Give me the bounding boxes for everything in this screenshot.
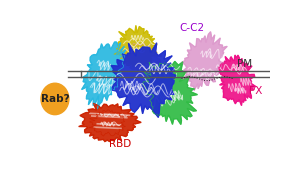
Polygon shape [114, 26, 157, 71]
Text: PX: PX [249, 86, 263, 96]
Polygon shape [79, 103, 141, 141]
Text: C-C2: C-C2 [179, 23, 205, 33]
Polygon shape [219, 55, 256, 106]
Text: Rab?: Rab? [40, 94, 69, 104]
Text: RBD: RBD [109, 139, 131, 149]
Polygon shape [111, 43, 176, 117]
Polygon shape [143, 61, 197, 124]
Polygon shape [182, 32, 227, 91]
Ellipse shape [41, 83, 69, 115]
Polygon shape [121, 42, 162, 71]
Text: PM: PM [237, 59, 252, 69]
Polygon shape [82, 42, 126, 109]
